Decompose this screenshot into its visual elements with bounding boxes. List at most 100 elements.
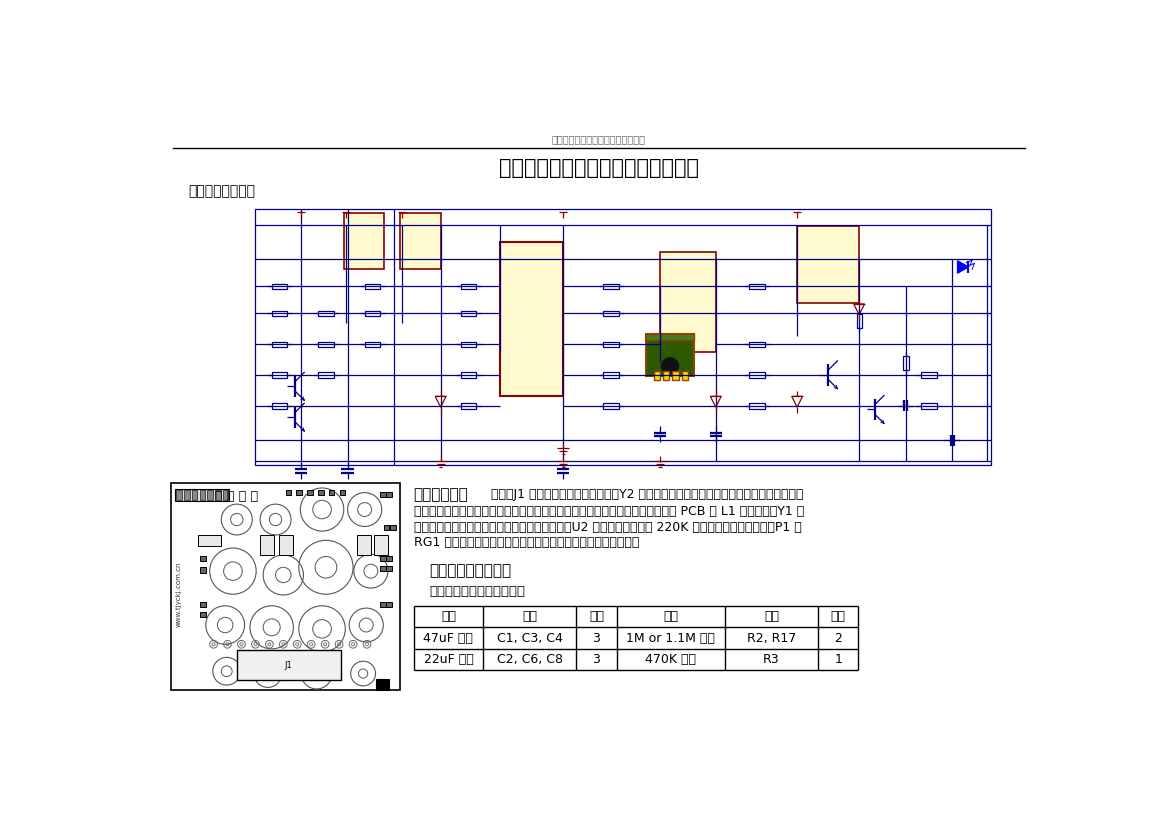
- Text: RG1 不用焊接。壳体需要自己组装一般固定点用烙铁加热即可。: RG1 不用焊接。壳体需要自己组装一般固定点用烙铁加热即可。: [414, 536, 639, 549]
- Bar: [184, 491, 189, 500]
- Bar: [660, 252, 715, 352]
- Text: 释红外传感器在焊接之前应插上三孔的塑料壳，U2 为音乐芯片上面有 220K 左右的调整频率用电阻，P1 及: 释红外传感器在焊接之前应插上三孔的塑料壳，U2 为音乐芯片上面有 220K 左右…: [414, 520, 801, 534]
- Bar: [200, 612, 206, 617]
- Bar: [380, 566, 386, 571]
- Text: R2, R17: R2, R17: [747, 632, 796, 644]
- Bar: [461, 342, 476, 347]
- Text: 参数: 参数: [441, 610, 456, 623]
- Bar: [682, 371, 687, 380]
- Bar: [387, 491, 392, 497]
- Text: 注意：J1 为跳线用电阻腿焊接即可，Y2 蜂鸣片自行焊接引脚，中央为正，边缘为负。焊接: 注意：J1 为跳线用电阻腿焊接即可，Y2 蜂鸣片自行焊接引脚，中央为正，边缘为负…: [491, 488, 803, 501]
- Bar: [255, 209, 991, 465]
- Bar: [499, 241, 563, 396]
- Bar: [365, 284, 380, 289]
- Bar: [380, 491, 386, 497]
- Text: www.tjyckj.com.cn: www.tjyckj.com.cn: [175, 562, 181, 627]
- Text: 要焊接件以清单为准: 要焊接件以清单为准: [429, 563, 511, 578]
- Bar: [385, 525, 389, 530]
- Bar: [271, 403, 288, 409]
- Text: 470K 电阻: 470K 电阻: [645, 653, 697, 667]
- Bar: [857, 314, 863, 328]
- Bar: [387, 556, 392, 561]
- Bar: [215, 491, 221, 500]
- Bar: [271, 342, 288, 347]
- Bar: [387, 566, 392, 571]
- Bar: [223, 491, 228, 500]
- Bar: [663, 371, 669, 380]
- Bar: [374, 535, 388, 555]
- Bar: [237, 650, 341, 680]
- Bar: [603, 373, 618, 377]
- Text: 红外热释电电子狗元件清单: 红外热释电电子狗元件清单: [429, 586, 525, 598]
- Text: C2, C6, C8: C2, C6, C8: [497, 653, 562, 667]
- Text: 热释红外电子狗套件原理及制作说明: 热释红外电子狗套件原理及制作说明: [499, 159, 699, 178]
- Bar: [307, 490, 313, 495]
- Text: 亿 创 宏 达: 亿 创 宏 达: [215, 490, 258, 503]
- Text: 代号: 代号: [765, 610, 779, 623]
- Bar: [365, 311, 380, 316]
- Bar: [387, 602, 392, 607]
- Text: 3: 3: [593, 632, 601, 644]
- Bar: [646, 334, 694, 377]
- Bar: [200, 491, 205, 500]
- Text: 代号: 代号: [523, 610, 538, 623]
- Text: 热释红外电子狗套件原理及制作说明: 热释红外电子狗套件原理及制作说明: [552, 134, 645, 145]
- Bar: [461, 403, 476, 409]
- Bar: [344, 213, 385, 268]
- Bar: [318, 373, 333, 377]
- Text: 22uF 电容: 22uF 电容: [423, 653, 473, 667]
- Bar: [318, 490, 324, 495]
- Text: C1, C3, C4: C1, C3, C4: [497, 632, 562, 644]
- Text: 一、电路原理图：: 一、电路原理图：: [188, 184, 256, 198]
- Bar: [749, 342, 765, 347]
- Bar: [461, 284, 476, 289]
- Polygon shape: [957, 261, 968, 273]
- Text: 数量: 数量: [831, 610, 845, 623]
- Circle shape: [662, 358, 678, 375]
- Bar: [171, 482, 400, 691]
- Text: 参数: 参数: [663, 610, 678, 623]
- Text: 数量: 数量: [589, 610, 604, 623]
- Bar: [749, 373, 765, 377]
- Bar: [200, 567, 206, 572]
- Bar: [285, 490, 291, 495]
- Bar: [461, 311, 476, 316]
- Bar: [192, 491, 198, 500]
- Bar: [380, 556, 386, 561]
- Bar: [279, 535, 293, 555]
- Bar: [200, 602, 206, 607]
- Bar: [749, 403, 765, 409]
- Bar: [749, 284, 765, 289]
- Bar: [672, 371, 678, 380]
- Text: J1: J1: [285, 661, 292, 670]
- Bar: [904, 356, 908, 370]
- Text: 1M or 1.1M 电阻: 1M or 1.1M 电阻: [627, 632, 715, 644]
- Bar: [603, 342, 618, 347]
- Bar: [390, 525, 395, 530]
- Bar: [376, 679, 389, 690]
- Text: R3: R3: [763, 653, 780, 667]
- Bar: [921, 373, 936, 377]
- Bar: [297, 490, 302, 495]
- Bar: [603, 311, 618, 316]
- Bar: [461, 373, 476, 377]
- Bar: [200, 556, 206, 561]
- Bar: [603, 284, 618, 289]
- Text: 3: 3: [593, 653, 601, 667]
- Bar: [400, 213, 441, 268]
- Bar: [207, 491, 213, 500]
- Bar: [646, 334, 694, 340]
- Bar: [175, 489, 229, 501]
- Bar: [380, 602, 386, 607]
- Bar: [365, 342, 380, 347]
- Bar: [340, 490, 345, 495]
- Text: 1: 1: [835, 653, 842, 667]
- Bar: [260, 535, 274, 555]
- Bar: [271, 311, 288, 316]
- Bar: [271, 284, 288, 289]
- Bar: [177, 491, 181, 500]
- Bar: [328, 490, 334, 495]
- Bar: [271, 373, 288, 377]
- Bar: [357, 535, 371, 555]
- Bar: [797, 226, 859, 303]
